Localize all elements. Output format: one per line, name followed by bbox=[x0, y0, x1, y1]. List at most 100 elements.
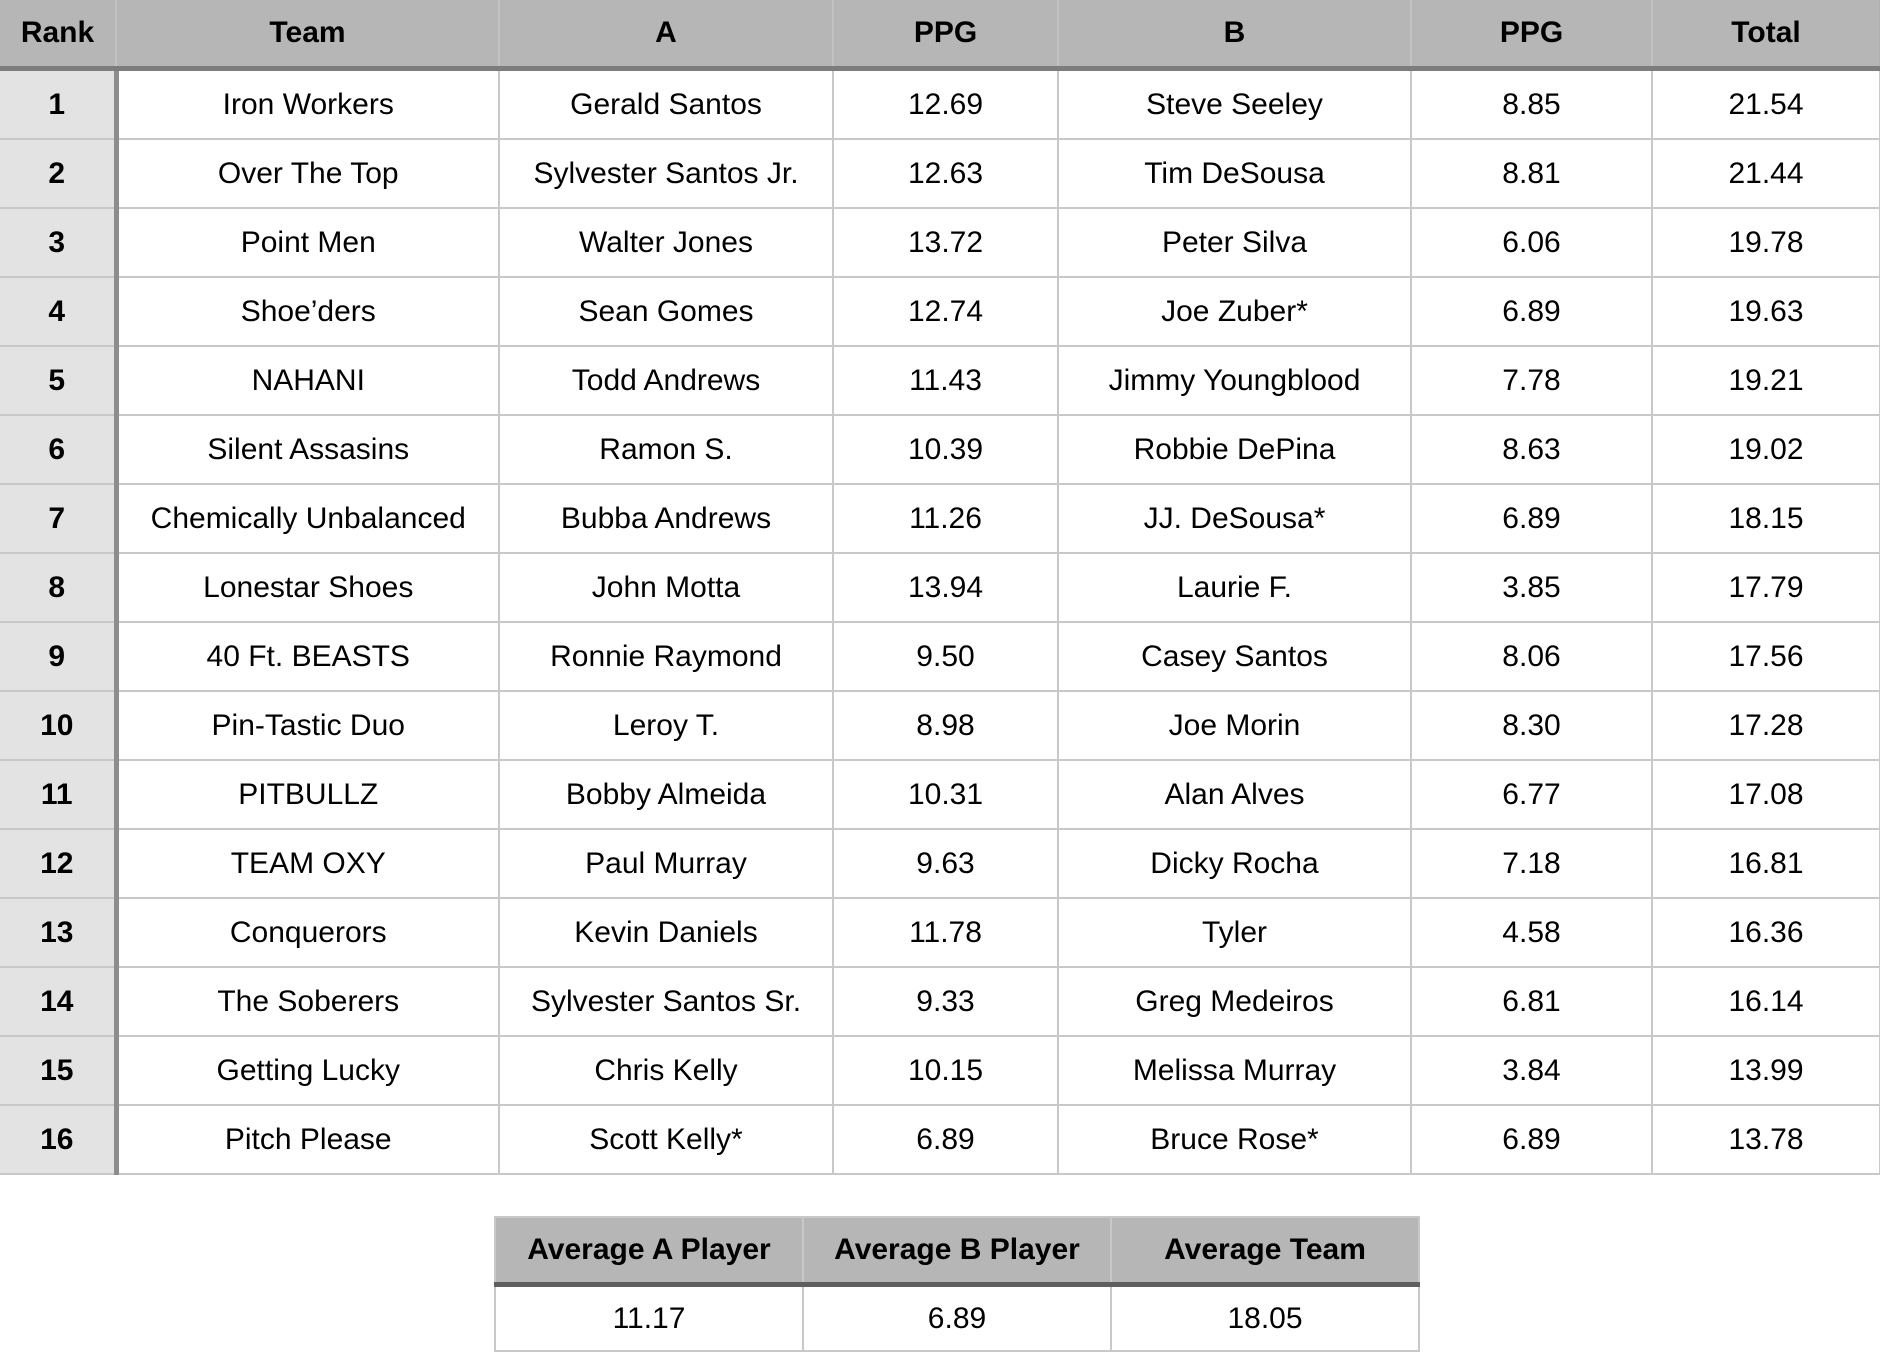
cell-b-player: Alan Alves bbox=[1058, 760, 1412, 830]
cell-total: 13.99 bbox=[1652, 1036, 1880, 1106]
table-row: 13 Conquerors Kevin Daniels 11.78 Tyler … bbox=[0, 898, 1880, 968]
cell-a-ppg: 11.26 bbox=[833, 484, 1059, 554]
cell-team: Iron Workers bbox=[116, 68, 500, 140]
cell-total: 19.21 bbox=[1652, 346, 1880, 416]
cell-team: The Soberers bbox=[116, 967, 500, 1037]
cell-team: NAHANI bbox=[116, 346, 500, 416]
cell-b-player: Bruce Rose* bbox=[1058, 1105, 1412, 1175]
table-row: 12 TEAM OXY Paul Murray 9.63 Dicky Rocha… bbox=[0, 829, 1880, 899]
table-row: 8 Lonestar Shoes John Motta 13.94 Laurie… bbox=[0, 553, 1880, 623]
table-row: 2 Over The Top Sylvester Santos Jr. 12.6… bbox=[0, 139, 1880, 209]
cell-total: 18.15 bbox=[1652, 484, 1880, 554]
cell-team: 40 Ft. BEASTS bbox=[116, 622, 500, 692]
column-header-average-b-player: Average B Player bbox=[802, 1216, 1112, 1287]
cell-b-player: Melissa Murray bbox=[1058, 1036, 1412, 1106]
cell-b-ppg: 4.58 bbox=[1411, 898, 1653, 968]
cell-a-ppg: 12.63 bbox=[833, 139, 1059, 209]
standings-header-row: Rank Team A PPG B PPG Total bbox=[0, 0, 1880, 71]
cell-b-ppg: 6.77 bbox=[1411, 760, 1653, 830]
cell-rank: 12 bbox=[0, 829, 119, 899]
table-row: 10 Pin-Tastic Duo Leroy T. 8.98 Joe Mori… bbox=[0, 691, 1880, 761]
column-header-average-team: Average Team bbox=[1110, 1216, 1420, 1287]
cell-team: TEAM OXY bbox=[116, 829, 500, 899]
cell-a-player: Paul Murray bbox=[499, 829, 834, 899]
cell-a-ppg: 10.15 bbox=[833, 1036, 1059, 1106]
cell-b-ppg: 8.81 bbox=[1411, 139, 1653, 209]
column-header-total: Total bbox=[1652, 0, 1880, 71]
column-header-a-player: A bbox=[499, 0, 834, 71]
column-header-b-player: B bbox=[1058, 0, 1412, 71]
standings-table-body: 1 Iron Workers Gerald Santos 12.69 Steve… bbox=[0, 68, 1880, 1175]
cell-total: 17.08 bbox=[1652, 760, 1880, 830]
cell-team: Conquerors bbox=[116, 898, 500, 968]
cell-rank: 7 bbox=[0, 484, 119, 554]
cell-total: 17.56 bbox=[1652, 622, 1880, 692]
cell-a-player: Sylvester Santos Jr. bbox=[499, 139, 834, 209]
cell-average-team: 18.05 bbox=[1110, 1283, 1420, 1352]
cell-team: PITBULLZ bbox=[116, 760, 500, 830]
cell-team: Over The Top bbox=[116, 139, 500, 209]
column-header-rank: Rank bbox=[0, 0, 117, 71]
column-header-team: Team bbox=[116, 0, 500, 71]
cell-a-player: Chris Kelly bbox=[499, 1036, 834, 1106]
cell-a-ppg: 6.89 bbox=[833, 1105, 1059, 1175]
cell-a-ppg: 8.98 bbox=[833, 691, 1059, 761]
cell-rank: 15 bbox=[0, 1036, 119, 1106]
cell-total: 19.02 bbox=[1652, 415, 1880, 485]
cell-b-ppg: 6.89 bbox=[1411, 484, 1653, 554]
cell-b-player: Greg Medeiros bbox=[1058, 967, 1412, 1037]
cell-b-ppg: 8.85 bbox=[1411, 68, 1653, 140]
cell-rank: 16 bbox=[0, 1105, 119, 1175]
cell-rank: 9 bbox=[0, 622, 119, 692]
averages-header-row: Average A Player Average B Player Averag… bbox=[494, 1216, 1420, 1287]
cell-a-player: Kevin Daniels bbox=[499, 898, 834, 968]
averages-table: Average A Player Average B Player Averag… bbox=[494, 1216, 1420, 1352]
cell-b-player: Peter Silva bbox=[1058, 208, 1412, 278]
cell-b-player: Laurie F. bbox=[1058, 553, 1412, 623]
cell-average-b-player: 6.89 bbox=[802, 1283, 1112, 1352]
cell-team: Getting Lucky bbox=[116, 1036, 500, 1106]
cell-total: 21.54 bbox=[1652, 68, 1880, 140]
cell-a-player: Gerald Santos bbox=[499, 68, 834, 140]
cell-team: Point Men bbox=[116, 208, 500, 278]
cell-a-player: Walter Jones bbox=[499, 208, 834, 278]
cell-b-ppg: 8.06 bbox=[1411, 622, 1653, 692]
cell-total: 17.79 bbox=[1652, 553, 1880, 623]
cell-b-player: Jimmy Youngblood bbox=[1058, 346, 1412, 416]
cell-a-player: Ramon S. bbox=[499, 415, 834, 485]
cell-rank: 13 bbox=[0, 898, 119, 968]
cell-a-ppg: 10.39 bbox=[833, 415, 1059, 485]
cell-rank: 1 bbox=[0, 68, 119, 140]
cell-a-ppg: 9.63 bbox=[833, 829, 1059, 899]
cell-b-player: Dicky Rocha bbox=[1058, 829, 1412, 899]
cell-a-player: Bubba Andrews bbox=[499, 484, 834, 554]
cell-b-player: Casey Santos bbox=[1058, 622, 1412, 692]
cell-team: Lonestar Shoes bbox=[116, 553, 500, 623]
cell-rank: 4 bbox=[0, 277, 119, 347]
cell-a-ppg: 9.33 bbox=[833, 967, 1059, 1037]
cell-team: Chemically Unbalanced bbox=[116, 484, 500, 554]
table-row: 11 PITBULLZ Bobby Almeida 10.31 Alan Alv… bbox=[0, 760, 1880, 830]
table-row: 9 40 Ft. BEASTS Ronnie Raymond 9.50 Case… bbox=[0, 622, 1880, 692]
cell-b-ppg: 8.30 bbox=[1411, 691, 1653, 761]
cell-b-ppg: 8.63 bbox=[1411, 415, 1653, 485]
cell-total: 16.36 bbox=[1652, 898, 1880, 968]
cell-team: Pin-Tastic Duo bbox=[116, 691, 500, 761]
cell-b-ppg: 6.89 bbox=[1411, 277, 1653, 347]
table-row: 1 Iron Workers Gerald Santos 12.69 Steve… bbox=[0, 68, 1880, 140]
cell-a-ppg: 12.74 bbox=[833, 277, 1059, 347]
table-row: 3 Point Men Walter Jones 13.72 Peter Sil… bbox=[0, 208, 1880, 278]
table-row: 4 Shoe’ders Sean Gomes 12.74 Joe Zuber* … bbox=[0, 277, 1880, 347]
cell-a-ppg: 11.78 bbox=[833, 898, 1059, 968]
table-row: 15 Getting Lucky Chris Kelly 10.15 Melis… bbox=[0, 1036, 1880, 1106]
cell-a-player: John Motta bbox=[499, 553, 834, 623]
cell-a-player: Todd Andrews bbox=[499, 346, 834, 416]
cell-b-ppg: 3.85 bbox=[1411, 553, 1653, 623]
cell-a-ppg: 11.43 bbox=[833, 346, 1059, 416]
cell-rank: 6 bbox=[0, 415, 119, 485]
cell-a-player: Leroy T. bbox=[499, 691, 834, 761]
cell-team: Silent Assasins bbox=[116, 415, 500, 485]
cell-b-player: Joe Zuber* bbox=[1058, 277, 1412, 347]
table-row: 14 The Soberers Sylvester Santos Sr. 9.3… bbox=[0, 967, 1880, 1037]
cell-total: 19.78 bbox=[1652, 208, 1880, 278]
